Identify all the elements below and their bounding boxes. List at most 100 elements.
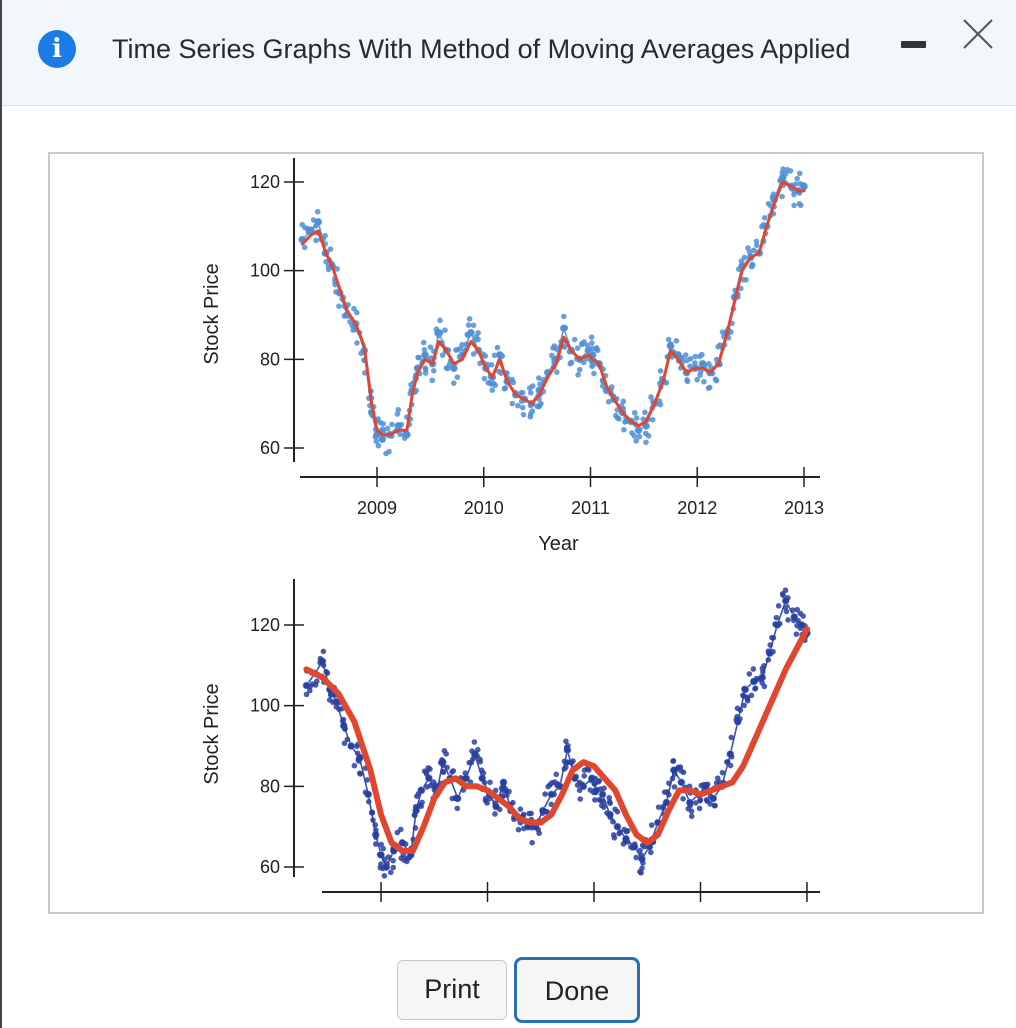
observed-dot bbox=[741, 702, 747, 709]
observed-dot bbox=[637, 847, 643, 854]
observed-dot bbox=[670, 758, 676, 764]
observed-dot bbox=[551, 791, 557, 798]
observed-dot bbox=[325, 266, 332, 273]
observed-dot bbox=[750, 666, 757, 672]
observed-dot bbox=[694, 376, 700, 383]
observed-dot bbox=[561, 766, 568, 772]
observed-dot bbox=[475, 336, 481, 343]
observed-dot bbox=[496, 806, 503, 813]
observed-dot bbox=[537, 381, 543, 387]
observed-dot bbox=[412, 825, 419, 831]
observed-dot bbox=[571, 336, 578, 343]
observed-dot bbox=[680, 769, 687, 776]
observed-dot bbox=[528, 810, 535, 817]
observed-dot bbox=[364, 777, 371, 783]
observed-dot bbox=[666, 791, 672, 798]
observed-dot bbox=[744, 695, 750, 702]
observed-dot bbox=[680, 796, 686, 802]
y-tick-label: 60 bbox=[260, 438, 280, 458]
observed-dot bbox=[490, 380, 497, 387]
observed-dot bbox=[605, 398, 612, 405]
observed-dot bbox=[480, 770, 487, 776]
observed-dot bbox=[358, 350, 364, 357]
observed-dot bbox=[773, 614, 780, 621]
observed-dot bbox=[761, 683, 768, 690]
observed-dot bbox=[313, 237, 319, 244]
observed-dot bbox=[782, 170, 789, 177]
observed-dot bbox=[600, 799, 607, 805]
observed-dot bbox=[678, 355, 685, 361]
observed-dot bbox=[492, 800, 498, 806]
observed-point bbox=[613, 822, 622, 831]
observed-dot bbox=[581, 339, 587, 345]
observed-dot bbox=[542, 791, 548, 797]
observed-dot bbox=[492, 811, 498, 817]
observed-dot bbox=[437, 330, 444, 336]
observed-dot bbox=[320, 662, 327, 669]
observed-dot bbox=[631, 841, 638, 847]
observed-dot bbox=[520, 411, 527, 418]
observed-dot bbox=[791, 202, 797, 209]
observed-dot bbox=[357, 753, 363, 760]
observed-dot bbox=[390, 857, 396, 864]
observed-dot bbox=[437, 317, 443, 324]
observed-dot bbox=[562, 324, 569, 331]
observed-point bbox=[598, 790, 607, 799]
observed-dot bbox=[780, 166, 786, 172]
observed-dot bbox=[468, 760, 475, 766]
observed-dot bbox=[699, 351, 705, 358]
observed-dot bbox=[692, 800, 699, 806]
observed-dot bbox=[499, 353, 506, 359]
observed-dot bbox=[645, 432, 652, 439]
observed-dot bbox=[533, 824, 539, 830]
y-tick-label: 80 bbox=[260, 349, 280, 369]
minimize-icon bbox=[901, 41, 926, 48]
observed-dot bbox=[688, 808, 695, 815]
observed-dot bbox=[633, 438, 639, 444]
observed-dot bbox=[765, 648, 772, 655]
observed-dot bbox=[529, 839, 535, 846]
observed-dot bbox=[489, 387, 496, 393]
observed-dot bbox=[794, 175, 800, 182]
observed-dot bbox=[373, 827, 379, 833]
observed-dot bbox=[796, 170, 803, 177]
y-tick-label: 120 bbox=[250, 172, 280, 192]
close-button[interactable] bbox=[958, 14, 998, 54]
observed-point bbox=[677, 778, 686, 787]
chart-1: 60 80 100 120 2009 2010 2011 2012 2013 Stock Pric… bbox=[201, 158, 824, 555]
observed-point bbox=[634, 426, 643, 435]
observed-dot bbox=[454, 347, 461, 353]
observed-dot bbox=[423, 771, 430, 777]
y-tick-label: 120 bbox=[250, 615, 280, 635]
observed-dot bbox=[327, 246, 334, 253]
observed-dot bbox=[320, 648, 327, 655]
done-button[interactable]: Done bbox=[514, 957, 640, 1023]
observed-dot bbox=[601, 785, 607, 791]
observed-dot bbox=[767, 642, 773, 648]
observed-dot bbox=[735, 266, 742, 272]
observed-dot bbox=[684, 357, 690, 364]
observed-dot bbox=[554, 782, 560, 789]
observed-dot bbox=[697, 368, 704, 375]
print-button[interactable]: Print bbox=[397, 960, 507, 1020]
minimize-button[interactable] bbox=[898, 34, 930, 56]
observed-dot bbox=[344, 736, 351, 743]
observed-dot bbox=[728, 754, 735, 760]
observed-dot bbox=[310, 217, 317, 223]
observed-dot bbox=[574, 345, 581, 351]
observed-dot bbox=[527, 389, 534, 396]
observed-dot bbox=[491, 352, 498, 359]
observed-dot bbox=[336, 303, 342, 309]
observed-dot bbox=[465, 322, 472, 328]
observed-dot bbox=[551, 356, 557, 363]
observed-dot bbox=[697, 796, 704, 803]
observed-dot bbox=[354, 743, 360, 750]
observed-dot bbox=[519, 389, 526, 396]
observed-dot bbox=[610, 818, 616, 825]
observed-dot bbox=[765, 657, 772, 663]
observed-dot bbox=[607, 814, 614, 821]
x-tick-label: 2011 bbox=[571, 498, 610, 518]
observed-dot bbox=[548, 801, 555, 808]
observed-dot bbox=[340, 716, 347, 723]
